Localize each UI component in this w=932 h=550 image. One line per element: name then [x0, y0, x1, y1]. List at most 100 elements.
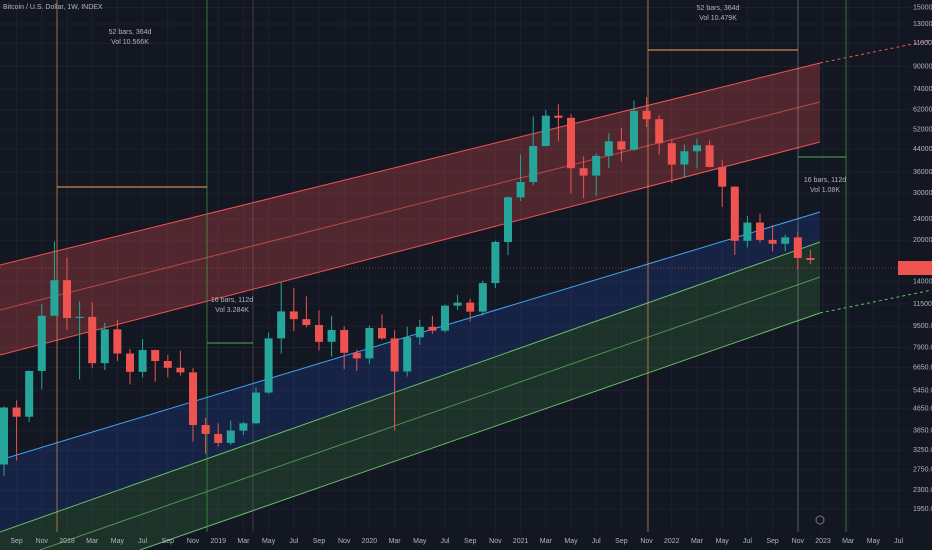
y-tick-label: 7900.00 [913, 344, 932, 351]
x-tick-label: Mar [86, 538, 99, 545]
candle-body [718, 166, 727, 187]
annotation: Vol 10.479K [699, 15, 737, 22]
candle-body [680, 151, 689, 165]
y-tick-label: 74000.00 [913, 86, 932, 93]
x-tick-label: 2021 [513, 538, 529, 545]
blue-band [0, 212, 820, 532]
y-tick-label: 36000.00 [913, 169, 932, 176]
annotation: Vol 1.08K [810, 187, 840, 194]
x-tick-label: Mar [389, 538, 402, 545]
x-tick-label: Nov [187, 538, 200, 545]
x-tick-label: Jul [894, 538, 903, 545]
candle-body [189, 372, 197, 425]
x-tick-label: Jul [289, 538, 298, 545]
candle-body [806, 257, 815, 261]
candle-body [151, 350, 160, 362]
candle-body [428, 326, 437, 331]
y-tick-label: 14000.00 [913, 278, 932, 285]
x-tick-label: Jul [138, 538, 147, 545]
x-tick-label: Sep [10, 538, 23, 545]
annotation: 16 bars, 112d [211, 297, 253, 304]
candle-body [113, 329, 122, 354]
x-tick-label: Sep [313, 538, 326, 545]
candle-body [378, 328, 386, 339]
x-tick-label: Sep [162, 538, 175, 545]
candle-body [277, 311, 286, 339]
candle-body [592, 155, 601, 176]
x-tick-label: Jul [743, 538, 752, 545]
y-tick-label: 110000.00 [913, 40, 932, 47]
candle-body [491, 241, 500, 284]
candle-body [630, 110, 638, 150]
candle-body [554, 115, 563, 118]
annotation: 16 bars, 112d [804, 177, 846, 184]
channel-line [0, 211, 821, 461]
candle-body [466, 302, 475, 312]
x-tick-label: Nov [36, 538, 49, 545]
candle-body [667, 143, 676, 165]
candle-body [50, 280, 59, 316]
candle-body [604, 141, 613, 156]
candle-body [730, 186, 739, 241]
candle-body [214, 433, 223, 443]
candle-body [781, 237, 790, 244]
candle-body [705, 145, 714, 167]
y-tick-label: 52000.00 [913, 127, 932, 134]
candle-body [352, 352, 361, 359]
extension-line [819, 289, 932, 314]
x-tick-label: 2018 [59, 538, 75, 545]
grid [0, 0, 910, 532]
candle-body [0, 407, 8, 465]
candle-body [415, 326, 424, 338]
candle-body [743, 222, 752, 241]
y-tick-label: 90000.00 [913, 63, 932, 70]
candle-body [756, 222, 764, 240]
candle-body [504, 197, 512, 242]
candle-body [126, 353, 134, 372]
marker-icon [815, 515, 825, 525]
candle-body [693, 145, 701, 152]
x-tick-label: Sep [615, 538, 628, 545]
candle-body [365, 328, 374, 359]
x-tick-label: Mar [691, 538, 704, 545]
channel-line [39, 276, 821, 550]
candle-body [541, 115, 550, 147]
y-tick-label: 3250.00 [913, 447, 932, 454]
candle-body [100, 329, 109, 364]
channel-line [0, 101, 821, 311]
y-tick-label: 130000.00 [913, 21, 932, 28]
candle-body [642, 110, 651, 120]
red-band [0, 63, 820, 355]
x-tick-label: Mar [842, 538, 855, 545]
x-tick-label: Mar [540, 538, 553, 545]
channel-line [139, 312, 821, 550]
candle-body [529, 146, 538, 183]
candle-body [63, 280, 71, 319]
channels [0, 39, 932, 550]
x-tick-label: 2019 [210, 538, 226, 545]
y-tick-label: 30000.00 [913, 190, 932, 197]
x-tick-label: Sep [464, 538, 477, 545]
candle-body [579, 168, 588, 176]
y-tick-label: 11500.00 [913, 301, 932, 308]
y-tick-label: 2750.00 [913, 466, 932, 473]
candle-body [289, 311, 298, 320]
annotation: Vol 10.566K [111, 39, 149, 46]
candle-body [25, 370, 34, 417]
extension-line [819, 39, 932, 64]
y-tick-label: 3850.00 [913, 427, 932, 434]
price-box [898, 261, 932, 275]
x-tick-label: May [262, 538, 276, 545]
channel-line [0, 141, 821, 356]
x-tick-label: Jul [592, 538, 601, 545]
x-tick-label: May [413, 538, 427, 545]
candle-body [12, 407, 21, 417]
candle-body [239, 423, 248, 431]
annotation: 52 bars, 364d [109, 29, 152, 36]
annotation: 52 bars, 364d [697, 5, 740, 12]
candle-body [340, 329, 349, 353]
x-tick-label: Sep [766, 538, 779, 545]
x-tick-label: 2020 [362, 538, 378, 545]
